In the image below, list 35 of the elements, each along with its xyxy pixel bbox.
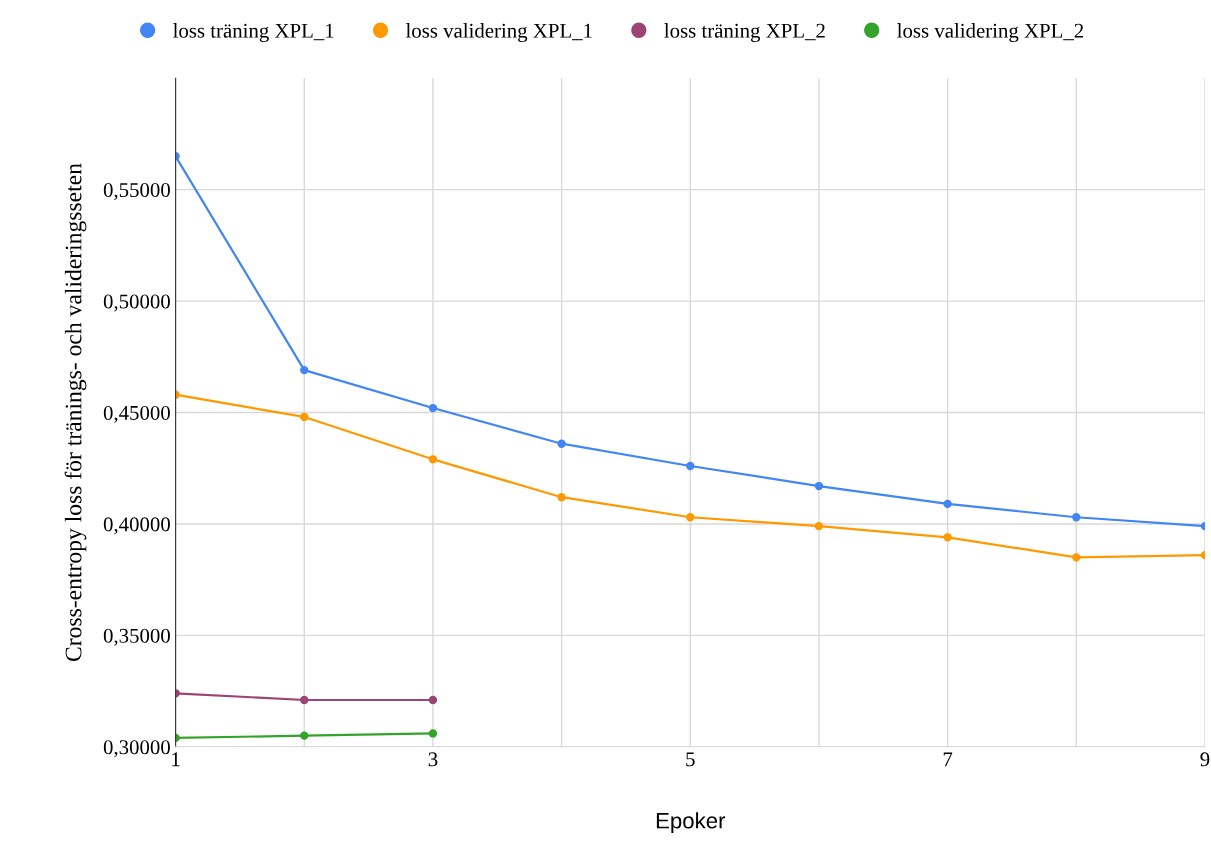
legend-label: loss validering XPL_1 bbox=[405, 23, 592, 43]
point bbox=[686, 513, 695, 522]
x-tick-label: 3 bbox=[428, 752, 438, 767]
point bbox=[428, 403, 438, 413]
x-tick-label: 9 bbox=[1200, 752, 1210, 767]
y-axis-title: Cross-entropy loss för tränings- och valideringsseten bbox=[64, 163, 87, 662]
point bbox=[300, 365, 309, 375]
point bbox=[557, 493, 566, 502]
x-tick-label: 1 bbox=[172, 752, 180, 767]
point bbox=[300, 695, 309, 705]
y-tick-label: 0,50000 bbox=[103, 294, 170, 312]
y-tick-label: 0,30000 bbox=[103, 740, 170, 758]
x-tick-label: 5 bbox=[686, 752, 695, 767]
point bbox=[428, 455, 438, 464]
y-tick-label: 0,40000 bbox=[103, 517, 170, 535]
x-tick-label: 7 bbox=[943, 752, 953, 767]
x-axis-title: Epoker bbox=[656, 812, 726, 833]
point bbox=[814, 522, 824, 531]
point bbox=[814, 481, 824, 491]
y-tick-label: 0,35000 bbox=[103, 628, 170, 646]
point bbox=[1072, 553, 1081, 562]
legend-label: loss validering XPL_2 bbox=[897, 23, 1084, 43]
point bbox=[943, 533, 952, 542]
point bbox=[428, 695, 438, 705]
y-tick-label: 0,55000 bbox=[103, 183, 170, 201]
point bbox=[1072, 513, 1081, 522]
y-tick-label: 0,45000 bbox=[103, 405, 170, 423]
legend-label: loss träning XPL_2 bbox=[664, 23, 825, 43]
point bbox=[557, 439, 566, 448]
point bbox=[300, 412, 309, 422]
point bbox=[686, 461, 695, 471]
point bbox=[428, 729, 438, 738]
legend-label: loss träning XPL_1 bbox=[173, 23, 334, 43]
point bbox=[943, 499, 952, 509]
point bbox=[300, 731, 309, 740]
